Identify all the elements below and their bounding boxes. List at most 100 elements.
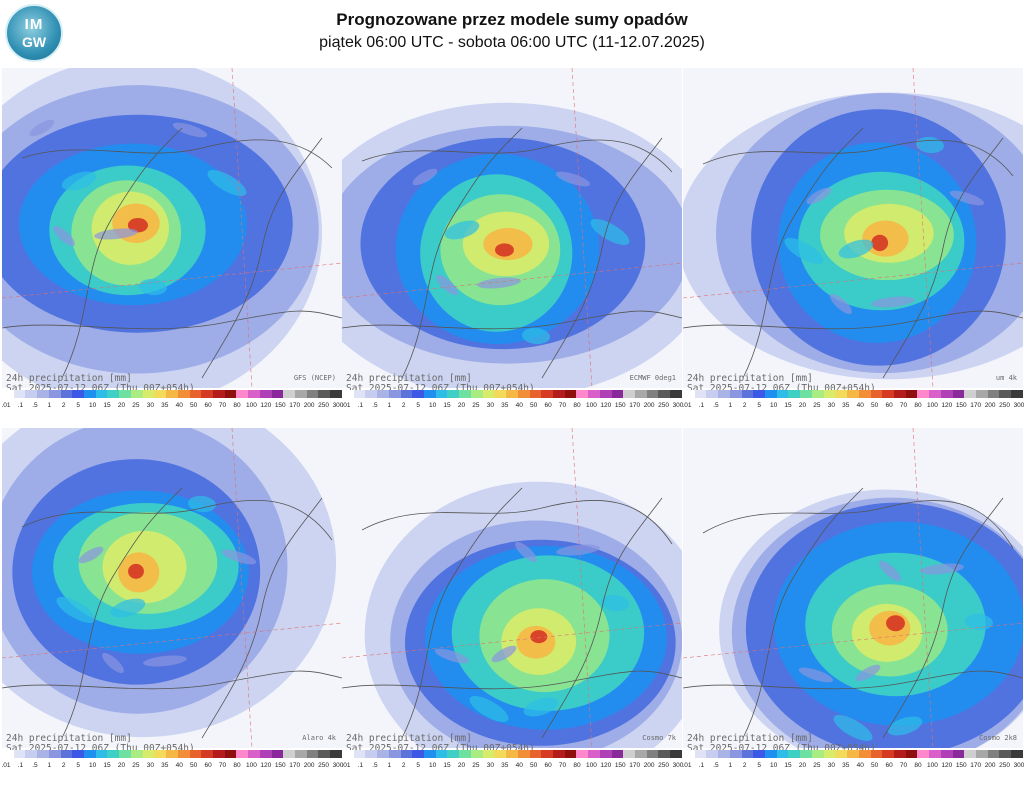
colorbar-swatch (494, 750, 507, 758)
colorbar-tick-label: 60 (544, 402, 552, 409)
colorbar-tick-label: 200 (303, 402, 315, 409)
country-border (702, 139, 1014, 177)
colorbar-swatch (365, 750, 378, 758)
panel-valid-time: Sat 2025-07-12 06Z (Thu 00Z+054h) (687, 743, 876, 754)
colorbar-tick-label: 150 (274, 762, 286, 769)
precip-cell (172, 122, 208, 138)
colorbar-swatch (283, 750, 295, 758)
colorbar-tick-label: 20 (457, 402, 466, 409)
colorbar-swatch (999, 390, 1012, 398)
colorbar-swatch (683, 390, 695, 398)
colorbar-tick-label: 40 (515, 762, 523, 769)
colorbar-swatch (506, 390, 518, 398)
colorbar-swatch (929, 390, 941, 398)
colorbar-swatch (634, 750, 647, 758)
colorbar-swatch (107, 390, 120, 398)
colorbar-swatch (858, 390, 871, 398)
colorbar-swatch (964, 750, 976, 758)
colorbar-ticks: .01.1.5 1 2 5 10 15 20 25 30 35 40 50 60 70 80 100 120 15… (682, 762, 1024, 772)
colorbar-swatch (765, 390, 777, 398)
precip-cell (555, 171, 591, 187)
colorbar-swatch (342, 390, 354, 398)
colorbar-swatch (753, 750, 766, 758)
colorbar-swatch (564, 750, 577, 758)
colorbar-swatch (823, 390, 836, 398)
colorbar-swatch (729, 750, 742, 758)
colorbar-tick-label: 100 (245, 762, 257, 769)
colorbar-swatch (599, 390, 612, 398)
colorbar-tick-label: 200 (984, 762, 996, 769)
colorbar-tick-label: 200 (643, 762, 655, 769)
colorbar-swatch (166, 390, 178, 398)
colorbar-tick-label: 5 (416, 402, 420, 409)
colorbar-swatch (259, 390, 272, 398)
colorbar-swatch (917, 750, 930, 758)
colorbar-tick-label: 1 (47, 762, 52, 769)
precip-cell (207, 170, 247, 196)
precip-cell (871, 296, 915, 308)
model-panel: 24h precipitation [mm] Sat 2025-07-12 06Z… (341, 428, 683, 783)
panel-variable-label: 24h precipitation [mm] (687, 733, 813, 744)
colorbar-swatch (670, 750, 682, 758)
colorbar-tick-label: 250 (999, 402, 1010, 409)
colorbar-tick-label: 25 (813, 762, 821, 769)
precip-cell (143, 655, 187, 667)
colorbar-swatch (259, 750, 272, 758)
precip-cell (830, 293, 852, 315)
colorbar-swatch (623, 750, 635, 758)
colorbar-swatch (271, 750, 284, 758)
colorbar-swatch (741, 390, 754, 398)
colorbar-swatch (330, 750, 342, 758)
colorbar-tick-label: 60 (885, 402, 893, 409)
colorbar-swatch (177, 750, 190, 758)
colorbar-swatch (377, 750, 389, 758)
colorbar-swatch (95, 750, 108, 758)
colorbar-swatch (952, 750, 965, 758)
colorbar-swatch (377, 390, 389, 398)
colorbar-tick-label: 120 (600, 402, 612, 409)
precip-cell (29, 119, 55, 137)
colorbar-tick-label: 20 (117, 402, 126, 409)
colorbar-tick-label: 35 (501, 402, 509, 409)
colorbar-swatch (412, 750, 425, 758)
colorbar-tick-label: 15 (784, 402, 792, 409)
colorbar-tick-label: .5 (372, 762, 378, 769)
panel-model-name: GFS (NCEP) (293, 374, 336, 382)
colorbar-swatch (800, 750, 812, 758)
colorbar-swatch (999, 750, 1012, 758)
colorbar-swatch (412, 390, 425, 398)
colorbar-swatch (588, 750, 600, 758)
colorbar-tick-label: 80 (573, 762, 581, 769)
colorbar-tick-label: .5 (713, 402, 719, 409)
colorbar-swatch (201, 390, 213, 398)
colorbar-swatch (142, 390, 155, 398)
panel-info: 24h precipitation [mm] Sat 2025-07-12 06Z… (346, 374, 535, 394)
colorbar-tick-label: 40 (515, 402, 523, 409)
colorbar-swatch (212, 750, 225, 758)
colorbar-swatch (611, 750, 624, 758)
colorbar-swatch (975, 390, 988, 398)
colorbar-tick-label: 250 (658, 762, 669, 769)
graticule (2, 262, 342, 299)
country-border (61, 127, 183, 379)
colorbar-tick-label: .5 (32, 762, 38, 769)
colorbar-swatch (342, 750, 354, 758)
colorbar-tick-label: 1 (728, 402, 733, 409)
colorbar-swatch (517, 750, 530, 758)
colorbar-swatch (60, 750, 73, 758)
colorbar-ticks: .01.1.5 1 2 5 10 15 20 25 30 35 40 50 60 70 80 100 120 15… (1, 402, 343, 412)
country-border (2, 310, 342, 330)
colorbar-swatch (201, 750, 213, 758)
colorbar-swatch (658, 390, 671, 398)
colorbar-swatch (729, 390, 742, 398)
panel-valid-time: Sat 2025-07-12 06Z (Thu 00Z+054h) (6, 383, 195, 394)
colorbar-tick-label: 35 (161, 402, 169, 409)
graticule (683, 622, 1023, 659)
colorbar-swatch (552, 750, 565, 758)
colorbar-tick-label: 200 (303, 762, 315, 769)
colorbar-tick-label: 70 (218, 762, 227, 769)
colorbar-swatch (294, 750, 307, 758)
colorbar-tick-label: 5 (76, 762, 80, 769)
colorbar-tick-label: 70 (899, 402, 908, 409)
precip-cell (434, 648, 470, 664)
